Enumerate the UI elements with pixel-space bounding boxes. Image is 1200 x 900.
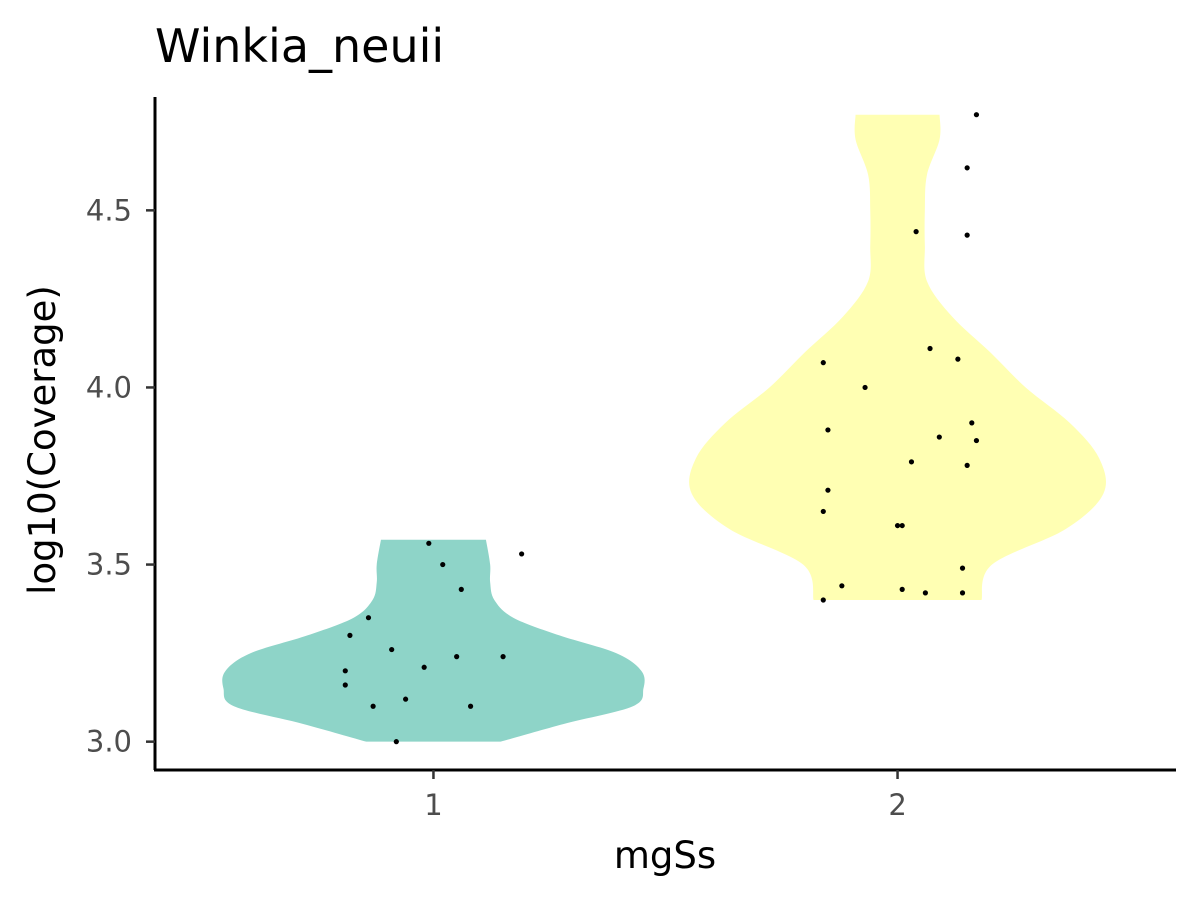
data-point-2-17 xyxy=(899,522,905,529)
data-point-2-22 xyxy=(922,590,928,596)
data-point-2-6 xyxy=(955,356,961,362)
data-point-1-4 xyxy=(458,586,464,592)
y-tick-label-2: 3.5 xyxy=(86,548,132,582)
y-tick-label-1: 3.0 xyxy=(86,725,132,759)
data-point-2-7 xyxy=(820,360,826,366)
data-point-1-16 xyxy=(393,739,399,745)
data-point-1-2 xyxy=(440,561,446,568)
data-point-2-13 xyxy=(908,459,915,465)
y-axis-ticks: 3.0 3.5 4.0 4.5 xyxy=(86,193,155,759)
data-point-2-15 xyxy=(825,487,831,493)
data-point-2-5 xyxy=(927,345,933,352)
data-point-2-21 xyxy=(899,586,905,592)
data-point-1-8 xyxy=(454,654,460,660)
data-point-1-14 xyxy=(370,703,376,709)
data-point-2-3 xyxy=(913,229,919,235)
y-tick-label-3: 4.0 xyxy=(86,370,132,404)
x-tick-label-1: 1 xyxy=(424,788,442,822)
data-point-2-4 xyxy=(964,232,970,238)
data-point-1-15 xyxy=(467,703,474,709)
data-point-2-2 xyxy=(964,165,970,171)
data-point-2-14 xyxy=(964,462,970,468)
data-point-2-20 xyxy=(839,583,845,589)
data-point-1-10 xyxy=(342,668,348,674)
data-point-1-11 xyxy=(421,664,427,670)
data-point-2-11 xyxy=(936,434,942,440)
x-tick-label-2: 2 xyxy=(888,788,906,822)
data-point-2-23 xyxy=(959,590,966,596)
points-layer xyxy=(342,112,980,745)
data-point-1-13 xyxy=(403,696,409,702)
data-point-2-18 xyxy=(894,522,901,529)
data-point-1-3 xyxy=(519,551,525,557)
data-point-2-8 xyxy=(862,384,868,391)
data-point-2-9 xyxy=(969,420,975,426)
data-point-2-1 xyxy=(973,112,980,118)
data-point-1-9 xyxy=(500,654,506,660)
violin-layer xyxy=(222,114,1106,742)
data-point-2-12 xyxy=(973,437,980,444)
chart-title: Winkia_neuii xyxy=(155,19,444,73)
data-point-2-24 xyxy=(820,597,826,603)
data-point-1-7 xyxy=(389,646,395,653)
violin-1 xyxy=(222,539,645,742)
data-point-1-6 xyxy=(347,632,353,639)
data-point-2-16 xyxy=(820,508,826,515)
data-point-1-1 xyxy=(426,540,432,546)
data-point-1-5 xyxy=(365,615,372,621)
y-tick-label-4: 4.5 xyxy=(86,193,132,227)
violin-2 xyxy=(689,114,1106,600)
data-point-2-19 xyxy=(959,565,966,571)
x-axis-title: mgSs xyxy=(614,834,716,877)
data-point-2-10 xyxy=(825,427,831,433)
data-point-1-12 xyxy=(342,682,348,688)
y-axis-title: log10(Coverage) xyxy=(21,285,64,595)
